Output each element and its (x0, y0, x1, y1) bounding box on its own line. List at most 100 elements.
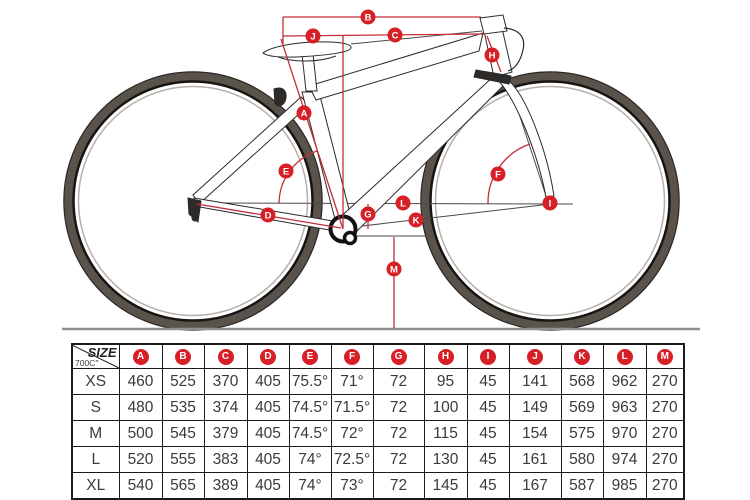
front-wheel (420, 71, 680, 331)
cell: 45 (466, 472, 510, 500)
svg-text:G: G (364, 209, 371, 220)
col-header-K: K (560, 343, 604, 369)
cell: 568 (560, 368, 604, 395)
header-row: SIZE 700C″ A B C D E F G H I J K L M (71, 343, 685, 369)
diagram-label-L: L (395, 195, 411, 211)
cell: 167 (508, 472, 562, 500)
svg-text:I: I (549, 198, 552, 209)
svg-text:K: K (413, 215, 420, 226)
geometry-table: SIZE 700C″ A B C D E F G H I J K L M XS … (71, 343, 685, 500)
saddle (262, 41, 352, 58)
table-row-m: M 500 545 379 405 74.5° 72° 72 115 45 15… (71, 420, 685, 447)
measure-A-seat-tube (280, 38, 344, 230)
cell: 95 (423, 368, 468, 395)
diagram-label-D: D (260, 207, 276, 223)
diagram-label-I: I (542, 195, 558, 211)
cell: 130 (423, 446, 468, 473)
cell: 72 (372, 368, 425, 395)
size-label: S (71, 394, 120, 421)
table-row-xl: XL 540 565 389 405 74° 73° 72 145 45 167… (71, 472, 685, 500)
badge-I: I (480, 348, 496, 365)
fork-crown (473, 69, 512, 85)
seat-post (301, 53, 318, 92)
diagram-label-J: J (305, 28, 321, 44)
cell: 580 (560, 446, 604, 473)
svg-text:L: L (400, 198, 406, 209)
cell: 71.5° (330, 394, 374, 421)
cell: 74° (288, 472, 332, 500)
svg-text:H: H (489, 50, 496, 61)
construction-lines (195, 30, 574, 237)
svg-text:J: J (310, 31, 315, 42)
badge-A: A (132, 348, 149, 365)
col-header-D: D (246, 343, 290, 369)
fork-blade (495, 78, 555, 198)
col-header-F: F (330, 343, 374, 369)
cell: 974 (602, 446, 647, 473)
frame (187, 14, 555, 246)
cell: 405 (246, 420, 290, 447)
cell: 379 (203, 420, 248, 447)
col-header-L: L (602, 343, 647, 369)
diagram-label-E: E (278, 163, 294, 179)
diagram-label-A: A (296, 105, 312, 121)
cell: 535 (161, 394, 205, 421)
diagram-label-K: K (408, 212, 424, 228)
cell: 141 (508, 368, 562, 395)
cell: 405 (246, 394, 290, 421)
svg-text:F: F (495, 169, 501, 180)
badge-H: H (437, 348, 454, 365)
badge-J: J (527, 348, 543, 365)
cell: 383 (203, 446, 248, 473)
svg-text:M: M (390, 264, 398, 275)
cell: 460 (118, 368, 163, 395)
cell: 100 (423, 394, 468, 421)
cell: 569 (560, 394, 604, 421)
cell: 72° (330, 420, 374, 447)
svg-text:A: A (301, 108, 308, 119)
size-label: L (71, 446, 120, 473)
corner-size-label: SIZE (87, 345, 117, 360)
cell: 405 (246, 472, 290, 500)
bike-geometry-diagram: A B C D E F G H I J KL M (62, 9, 700, 331)
top-tube (308, 32, 484, 101)
cell: 45 (466, 394, 510, 421)
badge-E: E (302, 348, 318, 365)
cell: 161 (508, 446, 562, 473)
rear-brake (273, 87, 287, 107)
cell: 525 (161, 368, 205, 395)
size-label: XS (71, 368, 120, 395)
diagram-label-H: H (484, 47, 500, 63)
cell: 72 (372, 472, 425, 500)
cell: 540 (118, 472, 163, 500)
cell: 555 (161, 446, 205, 473)
cell: 405 (246, 368, 290, 395)
cell: 154 (508, 420, 562, 447)
col-header-I: I (466, 343, 510, 369)
cell: 970 (602, 420, 647, 447)
saddle-rails (277, 55, 337, 62)
badge-F: F (344, 348, 360, 365)
derailleur-pulley (191, 214, 199, 222)
cell: 74.5° (288, 420, 332, 447)
cell: 72 (372, 394, 425, 421)
cell: 270 (645, 394, 685, 421)
cell: 73° (330, 472, 374, 500)
table-row-xs: XS 460 525 370 405 75.5° 71° 72 95 45 14… (71, 368, 685, 395)
effective-top-tube-line (350, 30, 483, 45)
size-label: M (71, 420, 120, 447)
seat-stay (192, 96, 310, 205)
cell: 480 (118, 394, 163, 421)
table-row-l: L 520 555 383 405 74° 72.5° 72 130 45 16… (71, 446, 685, 473)
col-header-H: H (423, 343, 468, 369)
cell: 587 (560, 472, 604, 500)
col-header-B: B (161, 343, 205, 369)
svg-text:C: C (392, 30, 399, 41)
cell: 520 (118, 446, 163, 473)
col-header-G: G (372, 343, 425, 369)
corner-wheel-label: 700C″ (75, 357, 99, 368)
cell: 115 (423, 420, 468, 447)
cell: 45 (466, 446, 510, 473)
diagram-label-F: F (490, 166, 506, 182)
cell: 145 (423, 472, 468, 500)
